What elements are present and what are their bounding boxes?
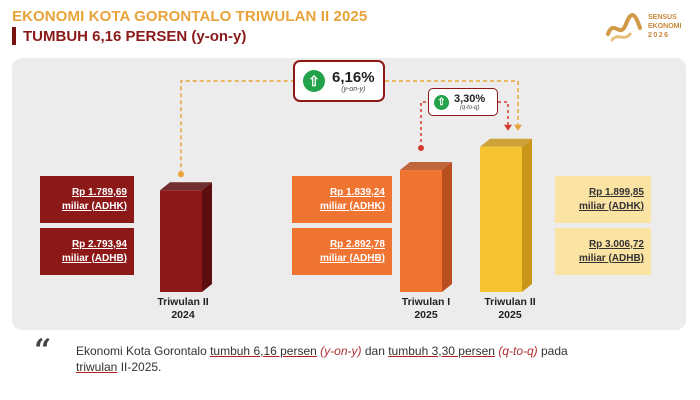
bar-tw1-2025-top [400, 162, 452, 171]
adhb-value: Rp 2.892,78 [329, 238, 385, 250]
adhb-box-tw2-2024: Rp 2.793,94 miliar (ADHB) [40, 228, 134, 275]
bar-tw2-2025-side [522, 138, 532, 292]
yoy-connector-arrow [514, 124, 522, 131]
category-label-tw1-2025: Triwulan I 2025 [401, 296, 451, 321]
adhk-value: Rp 1.839,24 [329, 186, 385, 198]
header-subtitle: TUMBUH 6,16 PERSEN (y-on-y) [23, 27, 247, 45]
adhk-value: Rp 1.899,85 [588, 186, 644, 198]
adhb-box-tw2-2025: Rp 3.006,72 miliar (ADHB) [555, 228, 651, 275]
adhk-box-tw2-2024: Rp 1.789,69 miliar (ADHK) [40, 176, 134, 223]
logo-mark-icon [606, 13, 642, 42]
adhb-value: Rp 2.793,94 [71, 238, 127, 250]
sensus-ekonomi-logo: SENSUS EKONOMI 2026 [604, 10, 696, 44]
adhb-unit: miliar (ADHB) [578, 252, 644, 264]
bar-tw1-2025-side [442, 162, 452, 292]
adhb-unit: miliar (ADHB) [61, 252, 127, 264]
category-label-tw2-2025: Triwulan II 2025 [484, 296, 536, 321]
yoy-connector-right [385, 80, 519, 125]
growth-qtq-label: (q-to-q) [459, 105, 480, 111]
bar-tw1-2025 [400, 170, 442, 292]
bar-tw2-2024 [160, 190, 202, 292]
growth-yoy-value: 6,16% [332, 69, 375, 86]
growth-qtq-value: 3,30% [454, 93, 486, 105]
bar-tw2-2025-top [480, 138, 532, 147]
up-arrow-icon: ⇧ [303, 70, 325, 92]
bar-tw2-2024-top [160, 182, 212, 191]
qtq-connector-dot [418, 145, 424, 152]
bar-tw2-2025 [480, 146, 522, 292]
adhk-unit: miliar (ADHK) [319, 200, 385, 212]
growth-badge-yoy: ⇧ 6,16% (y-on-y) [293, 60, 385, 102]
adhb-unit: miliar (ADHB) [319, 252, 385, 264]
quote-text-line2: triwulan II-2025. [76, 360, 162, 374]
adhb-value: Rp 3.006,72 [588, 238, 644, 250]
adhk-value: Rp 1.789,69 [71, 186, 127, 198]
accent-bar [12, 27, 16, 45]
up-arrow-icon: ⇧ [434, 94, 449, 110]
bar-tw2-2024-side [202, 182, 212, 292]
category-label-tw2-2024: Triwulan II 2024 [157, 296, 209, 321]
adhb-box-tw1-2025: Rp 2.892,78 miliar (ADHB) [292, 228, 392, 275]
adhk-box-tw1-2025: Rp 1.839,24 miliar (ADHK) [292, 176, 392, 223]
yoy-connector-left [180, 80, 293, 175]
header-title: EKONOMI KOTA GORONTALO TRIWULAN II 2025 [12, 8, 368, 25]
quote-text-line1: Ekonomi Kota Gorontalo tumbuh 6,16 perse… [76, 344, 568, 358]
growth-yoy-label: (y-on-y) [341, 86, 366, 93]
header-subtitle-row: TUMBUH 6,16 PERSEN (y-on-y) [12, 27, 246, 45]
growth-badge-qtq: ⇧ 3,30% (q-to-q) [428, 88, 498, 116]
logo-text: SENSUS EKONOMI 2026 [648, 14, 682, 39]
adhk-box-tw2-2025: Rp 1.899,85 miliar (ADHK) [555, 176, 651, 223]
adhk-unit: miliar (ADHK) [578, 200, 644, 212]
qtq-connector-left [420, 101, 428, 149]
yoy-connector-dot [178, 171, 184, 178]
adhk-unit: miliar (ADHK) [61, 200, 127, 212]
qtq-connector-arrow [504, 124, 512, 131]
quote-icon: “ [34, 333, 52, 368]
qtq-connector-right [498, 101, 509, 125]
